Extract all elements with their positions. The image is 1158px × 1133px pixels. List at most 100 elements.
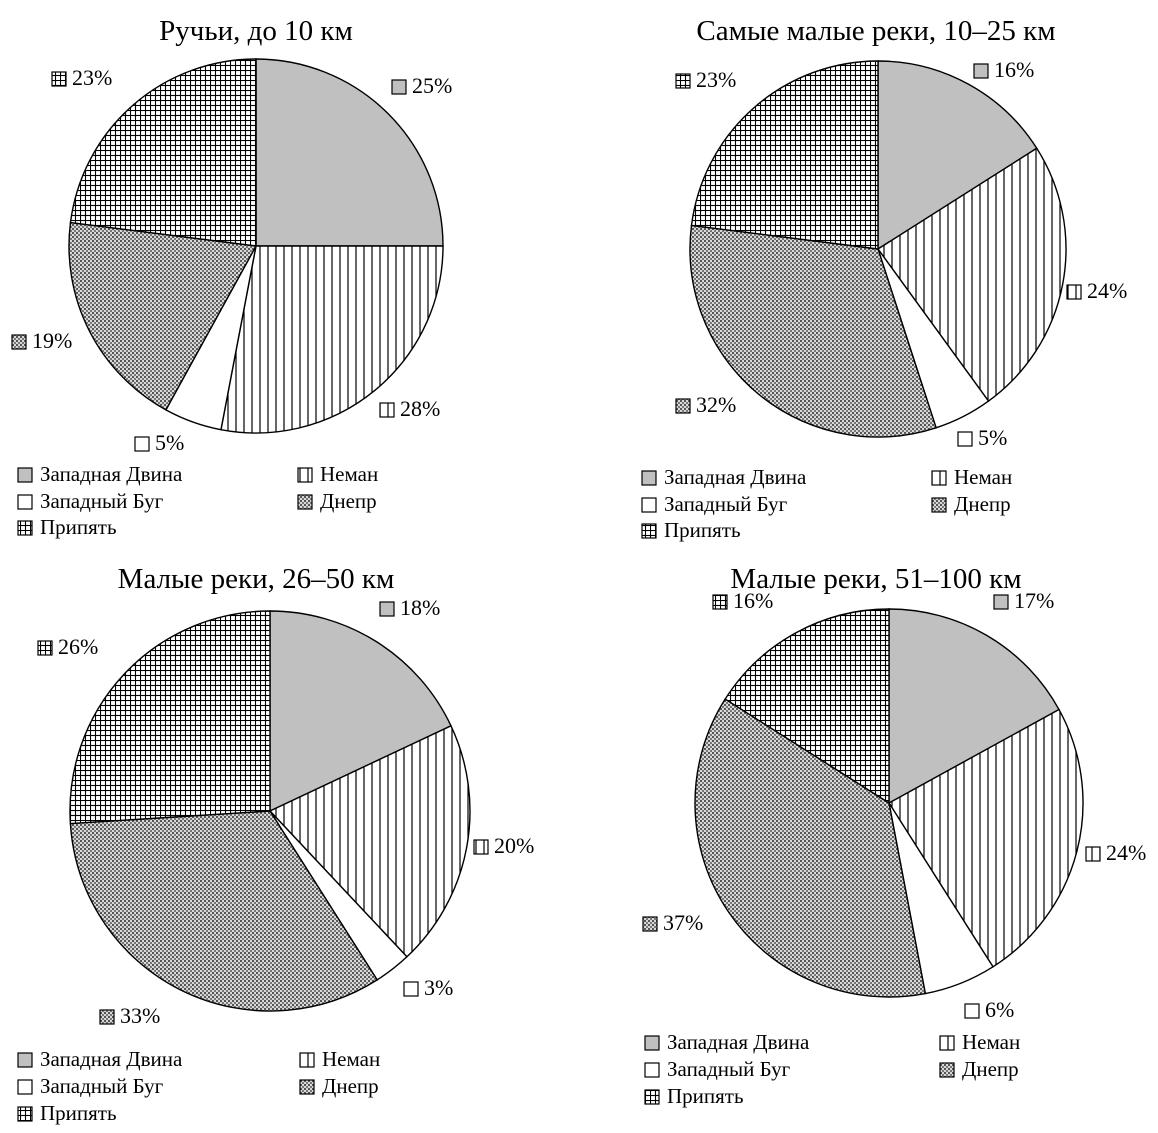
slice-percent-label: 24%	[1087, 278, 1127, 303]
chart-title: Ручьи, до 10 км	[159, 15, 353, 47]
legend-item-label: Западная Двина	[40, 1047, 183, 1071]
legend-swatch-icon	[641, 523, 657, 539]
slice-label-swatch-icon	[1085, 846, 1101, 862]
slice-percent-label: 26%	[58, 634, 98, 659]
slice-label-swatch-icon	[1066, 284, 1082, 300]
legend-item-label: Неман	[322, 1047, 380, 1071]
pie-chart-2: Самые малые реки, 10–25 км 16% 24% 5% 32% 23%…	[641, 15, 1127, 542]
legend-swatch-icon	[931, 470, 947, 486]
legend-item-label: Припять	[664, 518, 741, 542]
legend-swatch-icon	[17, 1106, 33, 1122]
slice-label-swatch-icon	[403, 981, 419, 997]
slice-label-swatch-icon	[11, 334, 27, 350]
legend-swatch-icon	[939, 1035, 955, 1051]
slice-percent-label: 6%	[985, 997, 1014, 1022]
pie-chart-1: Ручьи, до 10 км 25% 28% 5% 19% 23% Западная Дв…	[11, 15, 452, 539]
pie-slice-1	[877, 60, 1038, 251]
pie-slice-2	[220, 245, 444, 434]
pie-slice-4	[689, 224, 937, 438]
slice-label-swatch-icon	[642, 916, 658, 932]
legend-item-label: Днепр	[962, 1057, 1019, 1081]
slice-percent-label: 5%	[155, 430, 184, 455]
legend-swatch-icon	[299, 1079, 315, 1095]
pie-slice-4	[694, 698, 927, 998]
legend-item-label: Днепр	[320, 489, 377, 513]
chart-title: Самые малые реки, 10–25 км	[696, 15, 1055, 47]
pie-slice-1	[255, 58, 444, 247]
slice-percent-label: 25%	[412, 73, 452, 98]
slice-percent-label: 28%	[400, 396, 440, 421]
slice-label-swatch-icon	[973, 63, 989, 79]
slice-label-swatch-icon	[134, 436, 150, 452]
legend-swatch-icon	[17, 494, 33, 510]
pie-slice-1	[888, 608, 1060, 805]
legend-item-label: Западный Буг	[40, 489, 164, 513]
chart-title: Малые реки, 26–50 км	[118, 563, 395, 595]
legend-swatch-icon	[644, 1089, 660, 1105]
slice-label-swatch-icon	[964, 1003, 980, 1019]
slice-label-swatch-icon	[391, 79, 407, 95]
chart-title: Малые реки, 51–100 км	[730, 563, 1021, 595]
legend-item-label: Западная Двина	[40, 462, 183, 486]
legend-swatch-icon	[297, 467, 313, 483]
legend-swatch-icon	[297, 494, 313, 510]
slice-percent-label: 17%	[1014, 588, 1054, 613]
slice-label-swatch-icon	[379, 402, 395, 418]
pie-slice-1	[269, 610, 452, 813]
legend-swatch-icon	[939, 1062, 955, 1078]
legend-item-label: Западный Буг	[40, 1074, 164, 1098]
slice-label-swatch-icon	[712, 594, 728, 610]
legend-item-label: Днепр	[322, 1074, 379, 1098]
slice-percent-label: 16%	[733, 588, 773, 613]
legend-swatch-icon	[17, 1052, 33, 1068]
slice-percent-label: 32%	[696, 392, 736, 417]
legend-item-label: Западная Двина	[664, 465, 807, 489]
slice-label-swatch-icon	[675, 73, 691, 89]
legend-swatch-icon	[644, 1062, 660, 1078]
slice-percent-label: 20%	[494, 833, 534, 858]
slice-label-swatch-icon	[99, 1009, 115, 1025]
legend-swatch-icon	[17, 467, 33, 483]
pie-slice-2	[888, 708, 1084, 968]
legend-swatch-icon	[17, 520, 33, 536]
slice-label-swatch-icon	[675, 398, 691, 414]
legend-swatch-icon	[931, 497, 947, 513]
legend-item-label: Неман	[954, 465, 1012, 489]
slice-percent-label: 24%	[1106, 840, 1146, 865]
pie-slice-4	[68, 221, 258, 411]
slice-label-swatch-icon	[993, 594, 1009, 610]
legend-item-label: Припять	[40, 1101, 117, 1125]
slice-percent-label: 5%	[978, 425, 1007, 450]
legend-item-label: Неман	[962, 1030, 1020, 1054]
legend-swatch-icon	[644, 1035, 660, 1051]
slice-label-swatch-icon	[473, 839, 489, 855]
pie-slice-5	[69, 610, 271, 825]
slice-label-swatch-icon	[51, 71, 67, 87]
pie-slice-5	[69, 58, 257, 247]
legend-item-label: Западный Буг	[664, 492, 788, 516]
legend-swatch-icon	[299, 1052, 315, 1068]
slice-percent-label: 33%	[120, 1003, 160, 1028]
legend-item-label: Припять	[40, 515, 117, 539]
legend-swatch-icon	[17, 1079, 33, 1095]
pie-slice-2	[876, 147, 1067, 403]
slice-label-swatch-icon	[379, 601, 395, 617]
pie-slice-4	[69, 810, 379, 1012]
slice-percent-label: 16%	[994, 57, 1034, 82]
legend-swatch-icon	[641, 497, 657, 513]
legend-item-label: Западный Буг	[667, 1057, 791, 1081]
slice-percent-label: 19%	[32, 328, 72, 353]
slice-percent-label: 18%	[400, 595, 440, 620]
slice-label-swatch-icon	[37, 640, 53, 656]
pie-slice-5	[690, 60, 879, 250]
legend-swatch-icon	[641, 470, 657, 486]
legend-item-label: Припять	[667, 1084, 744, 1108]
slice-label-swatch-icon	[957, 431, 973, 447]
legend-item-label: Неман	[320, 462, 378, 486]
legend-item-label: Днепр	[954, 492, 1011, 516]
slice-percent-label: 37%	[663, 910, 703, 935]
pie-slice-5	[724, 608, 890, 805]
